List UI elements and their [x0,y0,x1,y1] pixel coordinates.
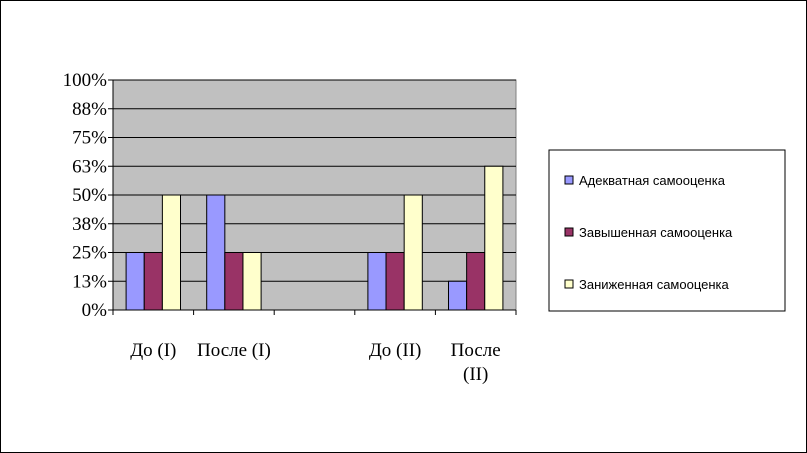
x-tick-label: До (II) [369,340,422,361]
legend-label: Заниженная самооценка [579,277,729,292]
bar [367,252,387,311]
legend-label: Завышенная самооценка [579,225,733,240]
bar [224,252,244,311]
legend-label: Адекватная самооценка [579,173,726,188]
bar [447,280,468,311]
y-tick-label: 100% [63,70,108,91]
bar [125,252,145,311]
bar [206,194,226,311]
bar [242,252,262,311]
y-tick-label: 0% [82,300,108,321]
x-tick-label: До (I) [130,340,176,361]
legend-box [548,149,786,312]
y-tick-label: 75% [72,128,107,149]
bar [385,252,405,311]
y-tick-label: 50% [72,185,107,206]
y-tick-label: 25% [72,243,107,264]
legend-swatch [564,227,574,237]
x-tick-label: (II) [463,364,488,385]
bar [143,252,163,311]
y-tick-label: 63% [72,156,107,177]
bar [466,252,486,311]
x-tick-label: После (I) [197,340,271,361]
legend-swatch [564,279,574,289]
y-tick-label: 88% [72,99,107,120]
bar [403,194,423,311]
bar [484,165,504,311]
y-tick-label: 13% [72,271,107,292]
bar [161,194,182,311]
y-tick-label: 38% [72,214,107,235]
x-tick-label: После [451,340,501,361]
legend-swatch [564,175,574,185]
